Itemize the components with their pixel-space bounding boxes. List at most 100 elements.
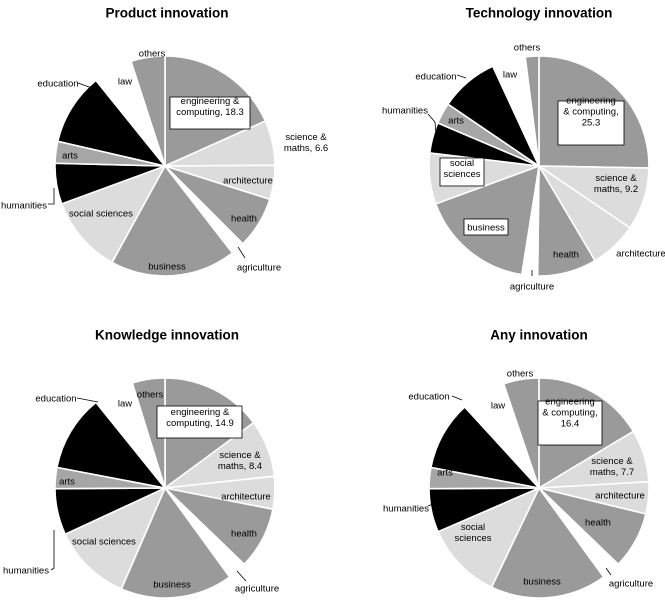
slice-label-others: others: [137, 389, 164, 400]
slice-label-agriculture: agriculture: [605, 567, 653, 589]
slice-label-text: humanities: [382, 105, 428, 116]
slice-label-law: law: [118, 398, 132, 409]
pie-slice-business: [110, 164, 234, 277]
slice-label-text: architecture: [223, 175, 273, 186]
slice-label-text: humanities: [3, 565, 49, 576]
leader-line: [77, 82, 104, 93]
slice-label-text: education: [35, 393, 76, 404]
slice-label-humanities: humanities: [383, 503, 434, 514]
leader-line: [605, 567, 612, 576]
slice-label-humanities: humanities: [3, 530, 55, 576]
leader-line: [50, 530, 55, 571]
slice-label-others: others: [139, 48, 166, 59]
slice-label-health: health: [231, 213, 257, 224]
slice-label-text: arts: [437, 467, 453, 478]
leader-line: [236, 570, 247, 582]
chart-title: Technology innovation: [466, 6, 613, 21]
slice-label-business: business: [463, 218, 509, 236]
slice-label-text: agriculture: [510, 281, 554, 292]
slice-label-text: health: [585, 517, 611, 528]
slice-label-text: law: [118, 76, 132, 87]
slice-label-text: arts: [448, 115, 464, 126]
slice-label-text: social sciences: [455, 522, 492, 544]
slice-label-text: others: [507, 368, 534, 379]
slice-label-text: others: [514, 42, 541, 53]
slice-label-text: agriculture: [237, 262, 281, 273]
slice-label-social-sciences: social sciences: [69, 208, 133, 219]
label-box: [169, 96, 251, 130]
slice-label-text: education: [37, 78, 78, 89]
slice-label-law: law: [503, 69, 517, 80]
pie-slice-education: [430, 405, 542, 490]
slice-label-text: others: [139, 48, 166, 59]
chart-title: Any innovation: [490, 328, 588, 343]
slice-label-business: business: [153, 579, 191, 590]
slice-label-science-maths: science & maths, 9.2: [594, 173, 638, 195]
leader-line: [427, 503, 434, 507]
slice-label-text: social sciences: [69, 208, 133, 219]
pie-slice-business: [120, 486, 231, 599]
slice-label-text: science & maths, 6.6: [284, 132, 328, 154]
slice-label-text: science & maths, 7.7: [590, 456, 634, 478]
label-box: [156, 405, 243, 439]
leader-line: [237, 246, 246, 259]
slice-label-text: business: [523, 576, 561, 587]
pie-slice-education: [56, 79, 168, 168]
slice-label-arts: arts: [59, 476, 75, 487]
leader-line: [456, 74, 467, 79]
slice-label-law: law: [491, 400, 505, 411]
slice-label-law: law: [118, 76, 132, 87]
label-box: [537, 400, 603, 446]
slice-label-agriculture: agriculture: [235, 570, 279, 594]
slice-label-text: science & maths, 8.4: [218, 450, 262, 472]
slice-label-arts: arts: [448, 115, 464, 126]
slice-label-text: law: [118, 398, 132, 409]
slice-label-text: health: [231, 213, 257, 224]
slice-label-arts: arts: [437, 467, 453, 478]
pie-slice-others: [502, 377, 540, 489]
slice-label-social-sciences: social sciences: [72, 536, 136, 547]
slice-label-science-maths: science & maths, 8.4: [218, 450, 262, 472]
slice-label-text: science & maths, 9.2: [594, 173, 638, 195]
slice-label-text: engineering & computing, 25.3: [563, 95, 618, 128]
slice-label-text: social sciences: [72, 536, 136, 547]
pie-slice-others: [524, 55, 540, 167]
slice-label-text: social sciences: [444, 158, 481, 180]
slice-label-text: law: [491, 400, 505, 411]
slice-label-engineering-computing: engineering & computing, 18.3: [169, 96, 251, 130]
slice-label-text: others: [137, 389, 164, 400]
label-box: [463, 218, 509, 236]
slice-label-architecture: architecture: [223, 175, 273, 186]
slice-label-education: education: [408, 391, 463, 402]
slice-label-text: architecture: [595, 490, 645, 501]
slice-label-health: health: [231, 528, 257, 539]
slice-label-text: engineering & computing, 18.3: [176, 96, 244, 118]
slice-label-text: arts: [59, 476, 75, 487]
leader-line: [48, 188, 55, 205]
slice-label-text: education: [415, 71, 456, 82]
slice-label-others: others: [514, 42, 541, 53]
slice-label-text: business: [153, 579, 191, 590]
pie-chart-technology-innovation: Technology innovation engineering & comput…: [382, 6, 665, 293]
pie-slice-others: [131, 377, 166, 489]
slice-label-engineering-computing: engineering & computing, 25.3: [557, 95, 625, 146]
slice-label-education: education: [37, 78, 104, 93]
pie-slice-social-sciences: [436, 486, 541, 589]
slice-label-engineering-computing: engineering & computing, 14.9: [156, 405, 243, 439]
label-box: [439, 157, 485, 187]
slice-label-text: humanities: [1, 200, 47, 211]
leader-line: [451, 395, 463, 401]
slice-label-engineering-computing: engineering & computing, 16.4: [537, 396, 603, 446]
pie-chart-any-innovation: Any innovation engineering & computing, 16.…: [383, 328, 653, 599]
slice-label-text: engineering & computing, 16.4: [542, 396, 597, 429]
pie-slice-education: [56, 401, 167, 490]
slice-label-health: health: [553, 249, 579, 260]
slice-label-humanities: humanities: [382, 105, 437, 136]
slice-label-text: humanities: [383, 503, 429, 514]
slice-label-text: education: [408, 391, 449, 402]
slice-label-text: architecture: [616, 248, 665, 259]
slice-label-education: education: [35, 393, 99, 404]
slice-label-science-maths: science & maths, 7.7: [590, 456, 634, 478]
slice-label-others: others: [507, 368, 534, 379]
